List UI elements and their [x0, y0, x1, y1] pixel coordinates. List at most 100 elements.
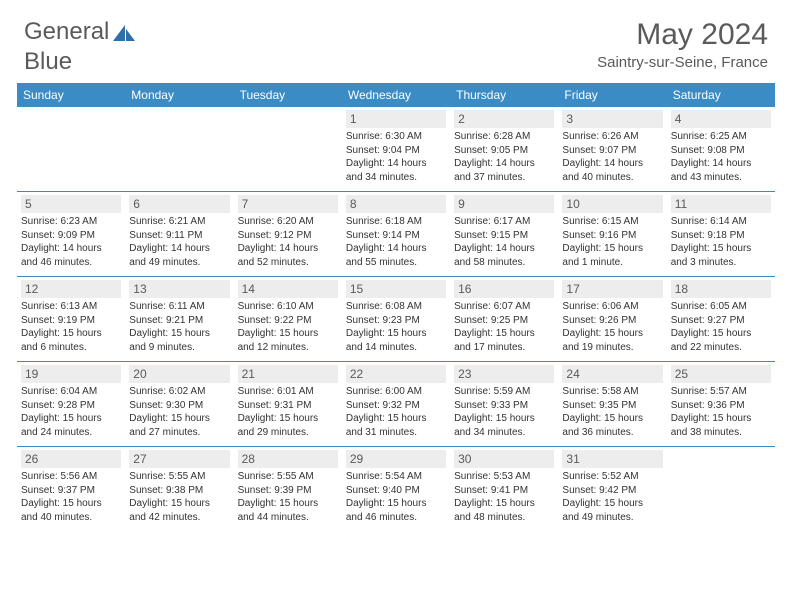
- calendar-cell: 17Sunrise: 6:06 AMSunset: 9:26 PMDayligh…: [558, 277, 666, 361]
- calendar-cell: 14 Sunrise: 6:10 AMSunset: 9:22 PMDayligh…: [234, 277, 342, 361]
- daylight-line-1: Daylight: 15 hours: [346, 412, 446, 426]
- sunrise-line: Sunrise: 6:20 AM: [238, 215, 338, 229]
- calendar-cell: 13Sunrise: 6:11 AMSunset: 9:21 PMDayligh…: [125, 277, 233, 361]
- sunrise-line: Sunrise: 5:57 AM: [671, 385, 771, 399]
- logo-text-general: General: [24, 18, 109, 46]
- daylight-line-2: and 52 minutes.: [238, 256, 338, 270]
- day-details: Sunrise: 6:23 AMSunset: 9:09 PMDaylight:…: [21, 215, 121, 269]
- calendar-cell: 1 Sunrise: 6:30 AMSunset: 9:04 PMDaylight…: [342, 107, 450, 191]
- daylight-line-1: Daylight: 14 hours: [671, 157, 771, 171]
- sunrise-line: Sunrise: 5:59 AM: [454, 385, 554, 399]
- day-details: Sunrise: 6:10 AMSunset: 9:22 PMDaylight:…: [238, 300, 338, 354]
- day-number: 3: [562, 110, 662, 128]
- sunrise-line: Sunrise: 6:18 AM: [346, 215, 446, 229]
- daylight-line-2: and 17 minutes.: [454, 341, 554, 355]
- calendar-cell: 2 Sunrise: 6:28 AMSunset: 9:05 PMDaylight…: [450, 107, 558, 191]
- sunrise-line: Sunrise: 5:55 AM: [129, 470, 229, 484]
- sunrise-line: Sunrise: 5:53 AM: [454, 470, 554, 484]
- sunset-line: Sunset: 9:11 PM: [129, 229, 229, 243]
- sunrise-line: Sunrise: 6:04 AM: [21, 385, 121, 399]
- sunset-line: Sunset: 9:07 PM: [562, 144, 662, 158]
- sunset-line: Sunset: 9:40 PM: [346, 484, 446, 498]
- day-number: 2: [454, 110, 554, 128]
- daylight-line-2: and 36 minutes.: [562, 426, 662, 440]
- sunset-line: Sunset: 9:05 PM: [454, 144, 554, 158]
- calendar-cell: 23Sunrise: 5:59 AMSunset: 9:33 PMDayligh…: [450, 362, 558, 446]
- daylight-line-1: Daylight: 15 hours: [346, 327, 446, 341]
- sunrise-line: Sunrise: 5:55 AM: [238, 470, 338, 484]
- day-number: 8: [346, 195, 446, 213]
- daylight-line-2: and 6 minutes.: [21, 341, 121, 355]
- sunset-line: Sunset: 9:35 PM: [562, 399, 662, 413]
- day-details: Sunrise: 6:04 AMSunset: 9:28 PMDaylight:…: [21, 385, 121, 439]
- sunset-line: Sunset: 9:25 PM: [454, 314, 554, 328]
- daylight-line-1: Daylight: 15 hours: [562, 327, 662, 341]
- week-row: 5Sunrise: 6:23 AMSunset: 9:09 PMDaylight…: [17, 192, 775, 277]
- sunrise-line: Sunrise: 6:23 AM: [21, 215, 121, 229]
- sunset-line: Sunset: 9:21 PM: [129, 314, 229, 328]
- day-number: 14: [238, 280, 338, 298]
- daylight-line-1: Daylight: 15 hours: [129, 412, 229, 426]
- sunset-line: Sunset: 9:32 PM: [346, 399, 446, 413]
- sunrise-line: Sunrise: 6:21 AM: [129, 215, 229, 229]
- day-number: 18: [671, 280, 771, 298]
- day-number: 29: [346, 450, 446, 468]
- sunrise-line: Sunrise: 5:52 AM: [562, 470, 662, 484]
- calendar-cell: 28 Sunrise: 5:55 AMSunset: 9:39 PMDayligh…: [234, 447, 342, 531]
- calendar-cell: 31Sunrise: 5:52 AMSunset: 9:42 PMDayligh…: [558, 447, 666, 531]
- day-details: Sunrise: 5:56 AMSunset: 9:37 PMDaylight:…: [21, 470, 121, 524]
- sunset-line: Sunset: 9:41 PM: [454, 484, 554, 498]
- daylight-line-2: and 49 minutes.: [129, 256, 229, 270]
- daylight-line-2: and 43 minutes.: [671, 171, 771, 185]
- daylight-line-1: Daylight: 15 hours: [238, 497, 338, 511]
- calendar-cell: 22 Sunrise: 6:00 AMSunset: 9:32 PMDayligh…: [342, 362, 450, 446]
- day-details: Sunrise: 6:17 AMSunset: 9:15 PMDaylight:…: [454, 215, 554, 269]
- daylight-line-1: Daylight: 14 hours: [454, 242, 554, 256]
- day-details: Sunrise: 6:28 AMSunset: 9:05 PMDaylight:…: [454, 130, 554, 184]
- sunrise-line: Sunrise: 6:15 AM: [562, 215, 662, 229]
- weekday-header: Sunday: [17, 83, 125, 107]
- day-details: Sunrise: 5:54 AMSunset: 9:40 PMDaylight:…: [346, 470, 446, 524]
- sunrise-line: Sunrise: 6:02 AM: [129, 385, 229, 399]
- daylight-line-1: Daylight: 15 hours: [21, 327, 121, 341]
- daylight-line-1: Daylight: 15 hours: [129, 327, 229, 341]
- sunset-line: Sunset: 9:14 PM: [346, 229, 446, 243]
- daylight-line-2: and 12 minutes.: [238, 341, 338, 355]
- calendar-cell: 11Sunrise: 6:14 AMSunset: 9:18 PMDayligh…: [667, 192, 775, 276]
- sunrise-line: Sunrise: 6:13 AM: [21, 300, 121, 314]
- sunset-line: Sunset: 9:26 PM: [562, 314, 662, 328]
- daylight-line-2: and 19 minutes.: [562, 341, 662, 355]
- day-details: Sunrise: 6:00 AMSunset: 9:32 PMDaylight:…: [346, 385, 446, 439]
- calendar-cell: 8Sunrise: 6:18 AMSunset: 9:14 PMDaylight…: [342, 192, 450, 276]
- day-number: 9: [454, 195, 554, 213]
- calendar-cell: 29 Sunrise: 5:54 AMSunset: 9:40 PMDayligh…: [342, 447, 450, 531]
- sunset-line: Sunset: 9:28 PM: [21, 399, 121, 413]
- daylight-line-2: and 34 minutes.: [454, 426, 554, 440]
- logo-sail-icon: [111, 22, 137, 42]
- day-number: 28: [238, 450, 338, 468]
- sunset-line: Sunset: 9:04 PM: [346, 144, 446, 158]
- day-number: 1: [346, 110, 446, 128]
- daylight-line-2: and 9 minutes.: [129, 341, 229, 355]
- day-details: Sunrise: 5:58 AMSunset: 9:35 PMDaylight:…: [562, 385, 662, 439]
- daylight-line-1: Daylight: 14 hours: [238, 242, 338, 256]
- day-details: Sunrise: 6:25 AMSunset: 9:08 PMDaylight:…: [671, 130, 771, 184]
- daylight-line-2: and 49 minutes.: [562, 511, 662, 525]
- sunset-line: Sunset: 9:18 PM: [671, 229, 771, 243]
- daylight-line-1: Daylight: 14 hours: [562, 157, 662, 171]
- day-details: Sunrise: 5:53 AMSunset: 9:41 PMDaylight:…: [454, 470, 554, 524]
- daylight-line-2: and 27 minutes.: [129, 426, 229, 440]
- daylight-line-1: Daylight: 15 hours: [454, 327, 554, 341]
- day-details: Sunrise: 6:02 AMSunset: 9:30 PMDaylight:…: [129, 385, 229, 439]
- sunset-line: Sunset: 9:16 PM: [562, 229, 662, 243]
- daylight-line-1: Daylight: 14 hours: [346, 157, 446, 171]
- day-details: Sunrise: 6:30 AMSunset: 9:04 PMDaylight:…: [346, 130, 446, 184]
- daylight-line-1: Daylight: 14 hours: [21, 242, 121, 256]
- day-number: 22: [346, 365, 446, 383]
- day-number: 16: [454, 280, 554, 298]
- day-number: 21: [238, 365, 338, 383]
- sunset-line: Sunset: 9:39 PM: [238, 484, 338, 498]
- weekday-header-row: SundayMondayTuesdayWednesdayThursdayFrid…: [17, 83, 775, 107]
- sunrise-line: Sunrise: 6:30 AM: [346, 130, 446, 144]
- day-details: Sunrise: 5:52 AMSunset: 9:42 PMDaylight:…: [562, 470, 662, 524]
